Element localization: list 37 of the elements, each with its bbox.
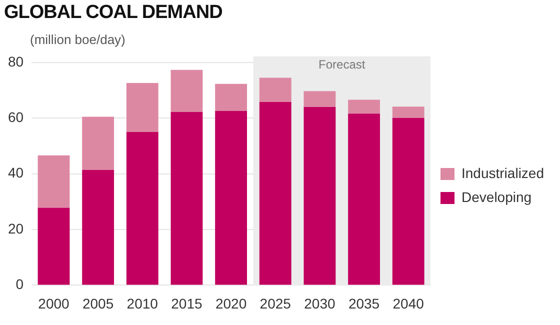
legend-label: Industrialized — [462, 164, 544, 181]
y-tick-label: 0 — [16, 276, 24, 292]
x-tick-label: 2030 — [304, 295, 336, 312]
bar — [304, 91, 336, 107]
bar — [38, 155, 70, 208]
y-axis-title: (million boe/day) — [30, 32, 126, 47]
x-tick-label: 2010 — [126, 295, 158, 312]
bar — [304, 106, 336, 285]
bar — [82, 116, 114, 170]
bar — [82, 170, 114, 285]
bar — [126, 83, 158, 132]
band-label: Forecast — [318, 58, 366, 72]
y-tick-label: 20 — [8, 220, 24, 236]
x-tick-label: 2015 — [171, 295, 202, 312]
x-tick-label: 2040 — [392, 295, 424, 312]
bar — [215, 84, 247, 111]
bar — [259, 102, 292, 285]
bar — [215, 110, 247, 285]
bar — [126, 132, 158, 285]
bar — [170, 70, 203, 112]
bar — [259, 78, 292, 102]
bar — [348, 100, 380, 114]
x-tick-label: 2005 — [82, 295, 114, 312]
y-tick-label: 40 — [8, 164, 24, 181]
y-tick-label: 60 — [8, 108, 24, 125]
bar — [348, 114, 380, 285]
y-tick-label: 80 — [8, 53, 24, 70]
bar — [38, 208, 70, 285]
bar — [392, 118, 424, 285]
bar — [170, 112, 203, 285]
chart-title: GLOBAL COAL DEMAND — [4, 2, 222, 24]
bar — [392, 106, 424, 118]
x-tick-label: 2000 — [38, 295, 70, 312]
x-tick-label: 2020 — [215, 295, 247, 312]
x-tick-label: 2025 — [260, 295, 292, 312]
x-tick-label: 2035 — [348, 295, 380, 312]
legend-label: Developing — [462, 188, 532, 205]
